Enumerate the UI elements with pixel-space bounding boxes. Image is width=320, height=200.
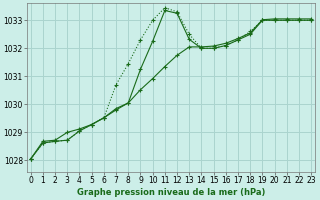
X-axis label: Graphe pression niveau de la mer (hPa): Graphe pression niveau de la mer (hPa) (77, 188, 265, 197)
